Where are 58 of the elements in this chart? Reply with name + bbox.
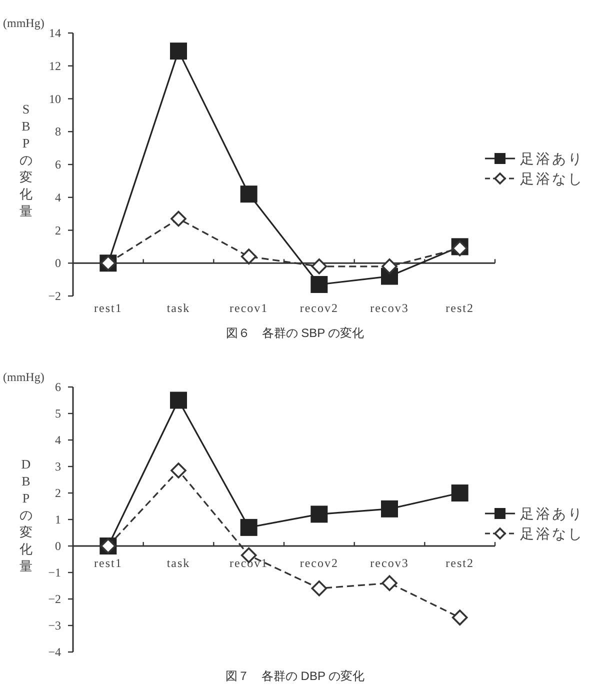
x-tick-label: rest1 (94, 301, 122, 315)
y-axis-title: DBPの変化量 (20, 456, 32, 574)
y-tick-label: 8 (55, 124, 61, 139)
legend-label: 足浴あり (520, 506, 584, 522)
text: (mmHg) (3, 16, 44, 30)
x-tick-label: rest2 (446, 301, 474, 315)
y-tick-label: 5 (55, 406, 61, 420)
point (170, 42, 187, 60)
x-tick-label: rest1 (94, 556, 122, 570)
x-tick-label: task (166, 301, 190, 315)
y-tick-label: 6 (55, 380, 61, 394)
x-tick-label: recov2 (300, 301, 338, 315)
point (382, 258, 398, 274)
y-tick-label: 4 (55, 190, 61, 204)
x-tick-label: rest2 (446, 556, 474, 570)
y-tick-label: 10 (49, 92, 61, 106)
y-tick-label: −2 (48, 592, 61, 606)
x-tick-label: recov2 (300, 556, 338, 570)
y-tick-label: 3 (55, 460, 61, 474)
text: 図６ 各群の SBP の変化 (226, 326, 364, 340)
point (310, 276, 328, 293)
point (452, 610, 468, 626)
y-tick-label: 2 (55, 486, 61, 500)
x-tick-label: recov1 (230, 556, 268, 570)
y-tick-label: 0 (55, 539, 61, 553)
y-tick-label: −3 (48, 618, 61, 632)
legend-label: 足浴なし (520, 526, 584, 542)
y-tick-label: 14 (49, 26, 61, 40)
y-tick-label: 4 (55, 433, 61, 447)
text: (mmHg) (3, 370, 44, 384)
y-tick-label: 6 (55, 158, 61, 172)
text: 図７ 各群の DBP の変化 (225, 669, 365, 683)
point (240, 186, 258, 203)
point (382, 575, 398, 591)
point (310, 506, 328, 523)
legend-label: 足浴あり (520, 152, 584, 168)
y-tick-label: 0 (55, 256, 61, 270)
y-axis-title: SBPの変化量 (20, 102, 32, 218)
y-tick-label: −4 (48, 645, 61, 659)
y-tick-label: 12 (49, 58, 61, 73)
x-tick-label: recov1 (230, 301, 268, 315)
x-tick-label: recov3 (370, 301, 409, 315)
point (170, 392, 187, 409)
x-tick-label: recov3 (370, 556, 409, 570)
y-tick-label: −2 (48, 289, 61, 303)
point (451, 484, 468, 502)
x-tick-label: task (166, 556, 190, 570)
y-tick-label: 1 (55, 512, 61, 526)
point (170, 210, 186, 227)
point (170, 462, 186, 478)
y-tick-label: −1 (48, 566, 61, 580)
point (311, 580, 328, 596)
y-tick-label: 2 (55, 223, 61, 238)
legend-label: 足浴なし (520, 172, 584, 188)
point (381, 500, 398, 518)
point (240, 248, 257, 264)
point (240, 518, 258, 536)
point (311, 258, 328, 274)
